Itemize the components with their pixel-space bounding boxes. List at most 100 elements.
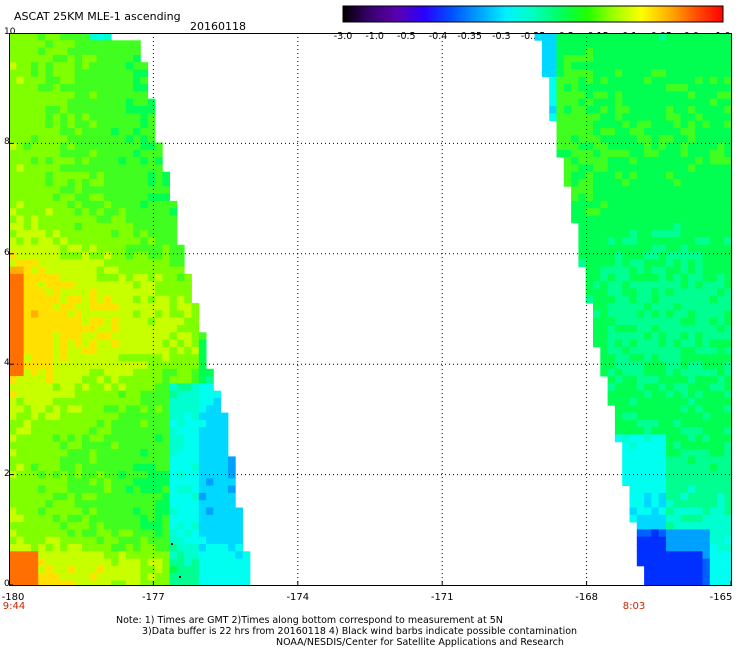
swath-cell: [658, 179, 667, 187]
swath-cell: [82, 492, 90, 501]
swath-cell: [45, 113, 54, 121]
swath-cell: [23, 376, 32, 384]
swath-cell: [666, 317, 674, 326]
swath-cell: [125, 514, 134, 523]
swath-cell: [82, 580, 90, 589]
swath-cell: [629, 76, 638, 85]
swath-cell: [220, 478, 229, 486]
swath-cell: [622, 164, 630, 173]
swath-cell: [118, 434, 127, 443]
swath-cell: [213, 427, 222, 435]
swath-cell: [666, 186, 674, 194]
swath-cell: [702, 222, 711, 231]
swath-cell: [534, 33, 543, 41]
swath-cell: [666, 492, 674, 501]
swath-cell: [30, 273, 39, 282]
swath-cell: [9, 354, 17, 362]
swath-cell: [155, 500, 163, 508]
swath-cell: [702, 529, 711, 538]
swath-cell: [125, 193, 134, 202]
swath-cell: [125, 390, 134, 399]
swath-cell: [585, 179, 594, 187]
lat-label: 0: [4, 579, 10, 589]
swath-cell: [644, 120, 652, 129]
swath-cell: [614, 266, 623, 275]
swath-cell: [651, 558, 660, 567]
swath-cell: [593, 281, 601, 289]
swath-cell: [16, 522, 24, 530]
swath-cell: [9, 514, 17, 523]
swath-cell: [169, 303, 178, 311]
swath-cell: [600, 84, 608, 92]
swath-cell: [67, 500, 76, 508]
swath-cell: [45, 383, 54, 392]
swath-cell: [16, 171, 24, 180]
swath-cell: [636, 368, 645, 377]
swath-cell: [125, 142, 134, 151]
swath-cell: [111, 98, 119, 107]
swath-cell: [206, 507, 214, 516]
swath-cell: [658, 237, 667, 246]
swath-cell: [687, 33, 696, 41]
swath-cell: [169, 259, 178, 267]
swath-cell: [687, 398, 696, 406]
swath-cell: [651, 215, 660, 224]
swath-cell: [695, 244, 703, 253]
swath-cell: [147, 463, 156, 472]
swath-cell: [593, 325, 601, 333]
swath-cell: [176, 354, 185, 362]
swath-cell: [103, 514, 112, 523]
swath-cell: [600, 288, 608, 297]
swath-cell: [198, 463, 207, 472]
swath-cell: [169, 390, 178, 399]
swath-cell: [593, 98, 601, 107]
swath-cell: [600, 237, 608, 246]
swath-cell: [118, 281, 127, 289]
swath-cell: [16, 135, 24, 143]
swath-cell: [147, 179, 156, 187]
swath-cell: [82, 295, 90, 304]
swath-cell: [38, 252, 46, 260]
swath-cell: [614, 215, 623, 224]
swath-cell: [702, 33, 711, 41]
swath-cell: [709, 317, 718, 326]
swath-cell: [23, 580, 32, 589]
swath-cell: [695, 310, 703, 319]
swath-cell: [82, 317, 90, 326]
swath-cell: [169, 398, 178, 406]
swath-cell: [717, 376, 725, 384]
swath-cell: [45, 346, 54, 355]
swath-cell: [680, 149, 689, 158]
swath-cell: [709, 193, 718, 202]
swath-cell: [103, 456, 112, 465]
swath-cell: [9, 179, 17, 187]
swath-cell: [82, 273, 90, 282]
swath-cell: [74, 164, 83, 173]
swath-cell: [162, 310, 170, 319]
swath-cell: [709, 368, 718, 377]
swath-cell: [162, 339, 170, 348]
swath-cell: [695, 281, 703, 289]
swath-cell: [125, 164, 134, 173]
swath-cell: [724, 551, 733, 559]
swath-cell: [125, 215, 134, 224]
swath-cell: [622, 383, 630, 392]
swath-cell: [629, 281, 638, 289]
swath-cell: [709, 346, 718, 355]
swath-cell: [38, 135, 46, 143]
swath-cell: [709, 354, 718, 362]
swath-cell: [673, 551, 681, 559]
swath-cell: [184, 529, 192, 538]
swath-cell: [717, 346, 725, 355]
swath-cell: [585, 237, 594, 246]
swath-cell: [585, 120, 594, 129]
swath-cell: [45, 252, 54, 260]
swath-cell: [89, 478, 97, 486]
swath-cell: [16, 252, 24, 260]
swath-cell: [191, 419, 200, 428]
swath-cell: [636, 237, 645, 246]
swath-cell: [228, 471, 236, 479]
swath-cell: [680, 449, 689, 457]
swath-cell: [38, 492, 46, 501]
swath-cell: [724, 485, 733, 494]
